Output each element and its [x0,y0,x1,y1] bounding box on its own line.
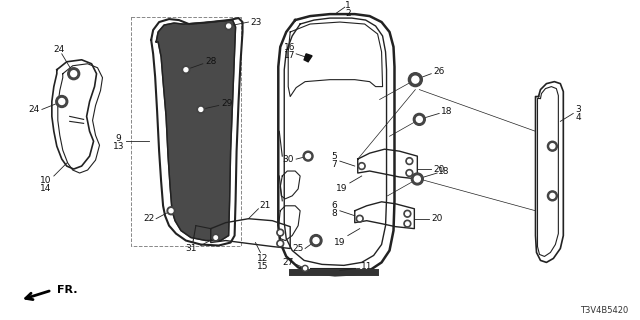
Text: 26: 26 [433,67,445,76]
Text: T3V4B5420: T3V4B5420 [580,306,628,315]
Circle shape [227,24,230,28]
Circle shape [182,66,190,74]
Circle shape [360,164,364,168]
Text: 18: 18 [438,166,450,176]
Text: 1: 1 [345,1,351,10]
Circle shape [278,231,282,234]
Circle shape [276,229,284,236]
Text: 14: 14 [40,184,52,193]
Text: 24: 24 [53,45,65,54]
Text: 13: 13 [113,142,124,151]
Text: 8: 8 [331,209,337,218]
Text: 3: 3 [575,105,581,114]
Text: 21: 21 [260,201,271,210]
Text: 25: 25 [292,244,304,253]
Circle shape [550,193,555,198]
Circle shape [412,76,419,83]
Circle shape [358,163,365,170]
Circle shape [408,159,411,163]
Circle shape [417,116,422,122]
Text: 27: 27 [282,258,294,267]
Circle shape [305,154,310,159]
Circle shape [408,73,422,87]
Circle shape [550,144,555,149]
Circle shape [547,141,557,151]
Circle shape [184,68,188,72]
Circle shape [56,96,68,108]
Text: 5: 5 [331,152,337,161]
Circle shape [214,236,218,239]
Text: 15: 15 [257,262,268,271]
Circle shape [276,240,284,247]
Text: 10: 10 [40,176,52,186]
Circle shape [406,170,413,177]
Text: 28: 28 [205,57,216,66]
Circle shape [59,99,65,105]
Text: 9: 9 [115,134,121,143]
Text: 31: 31 [185,244,196,253]
Circle shape [310,235,322,246]
Text: 24: 24 [28,105,40,114]
Circle shape [278,242,282,245]
Circle shape [408,171,411,175]
Text: 6: 6 [331,201,337,210]
Text: 19: 19 [336,184,348,193]
Text: 20: 20 [431,214,443,223]
Text: 17: 17 [284,51,295,60]
Circle shape [413,113,425,125]
Circle shape [406,158,413,164]
Text: 19: 19 [334,238,346,247]
Circle shape [313,237,319,244]
Circle shape [358,217,362,220]
Text: 22: 22 [143,214,155,223]
Circle shape [547,191,557,201]
Text: 2: 2 [345,9,351,18]
Circle shape [404,210,411,217]
Circle shape [303,151,313,161]
Text: 4: 4 [575,113,581,122]
Circle shape [404,220,411,227]
Circle shape [414,176,420,182]
Text: 23: 23 [251,18,262,27]
Circle shape [302,265,308,271]
Polygon shape [304,54,312,62]
Polygon shape [156,20,236,241]
Text: 16: 16 [284,44,295,52]
Circle shape [167,207,175,215]
Circle shape [199,108,203,111]
Circle shape [197,106,205,113]
Circle shape [68,68,79,80]
Circle shape [212,234,219,241]
Circle shape [303,267,307,270]
Text: 20: 20 [433,164,445,173]
Text: 11: 11 [361,262,372,271]
Text: 30: 30 [282,155,294,164]
Text: 18: 18 [442,107,453,116]
Circle shape [406,212,409,215]
Circle shape [225,22,232,30]
Circle shape [169,209,173,213]
Circle shape [412,173,423,185]
Circle shape [356,215,364,222]
Text: 29: 29 [221,99,232,108]
Text: 7: 7 [331,160,337,169]
Text: FR.: FR. [57,285,77,295]
Text: 12: 12 [257,254,268,263]
Circle shape [406,222,409,225]
Circle shape [70,71,77,77]
